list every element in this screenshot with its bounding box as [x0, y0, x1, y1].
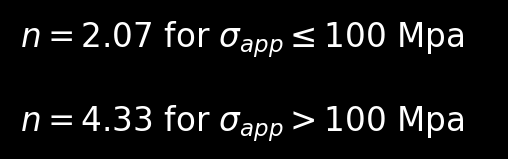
- Text: $n = 2.07$ for $\sigma_{app} \leq 100$ Mpa: $n = 2.07$ for $\sigma_{app} \leq 100$ M…: [20, 19, 464, 60]
- Text: $n = 4.33$ for $\sigma_{app} > 100$ Mpa: $n = 4.33$ for $\sigma_{app} > 100$ Mpa: [20, 104, 464, 144]
